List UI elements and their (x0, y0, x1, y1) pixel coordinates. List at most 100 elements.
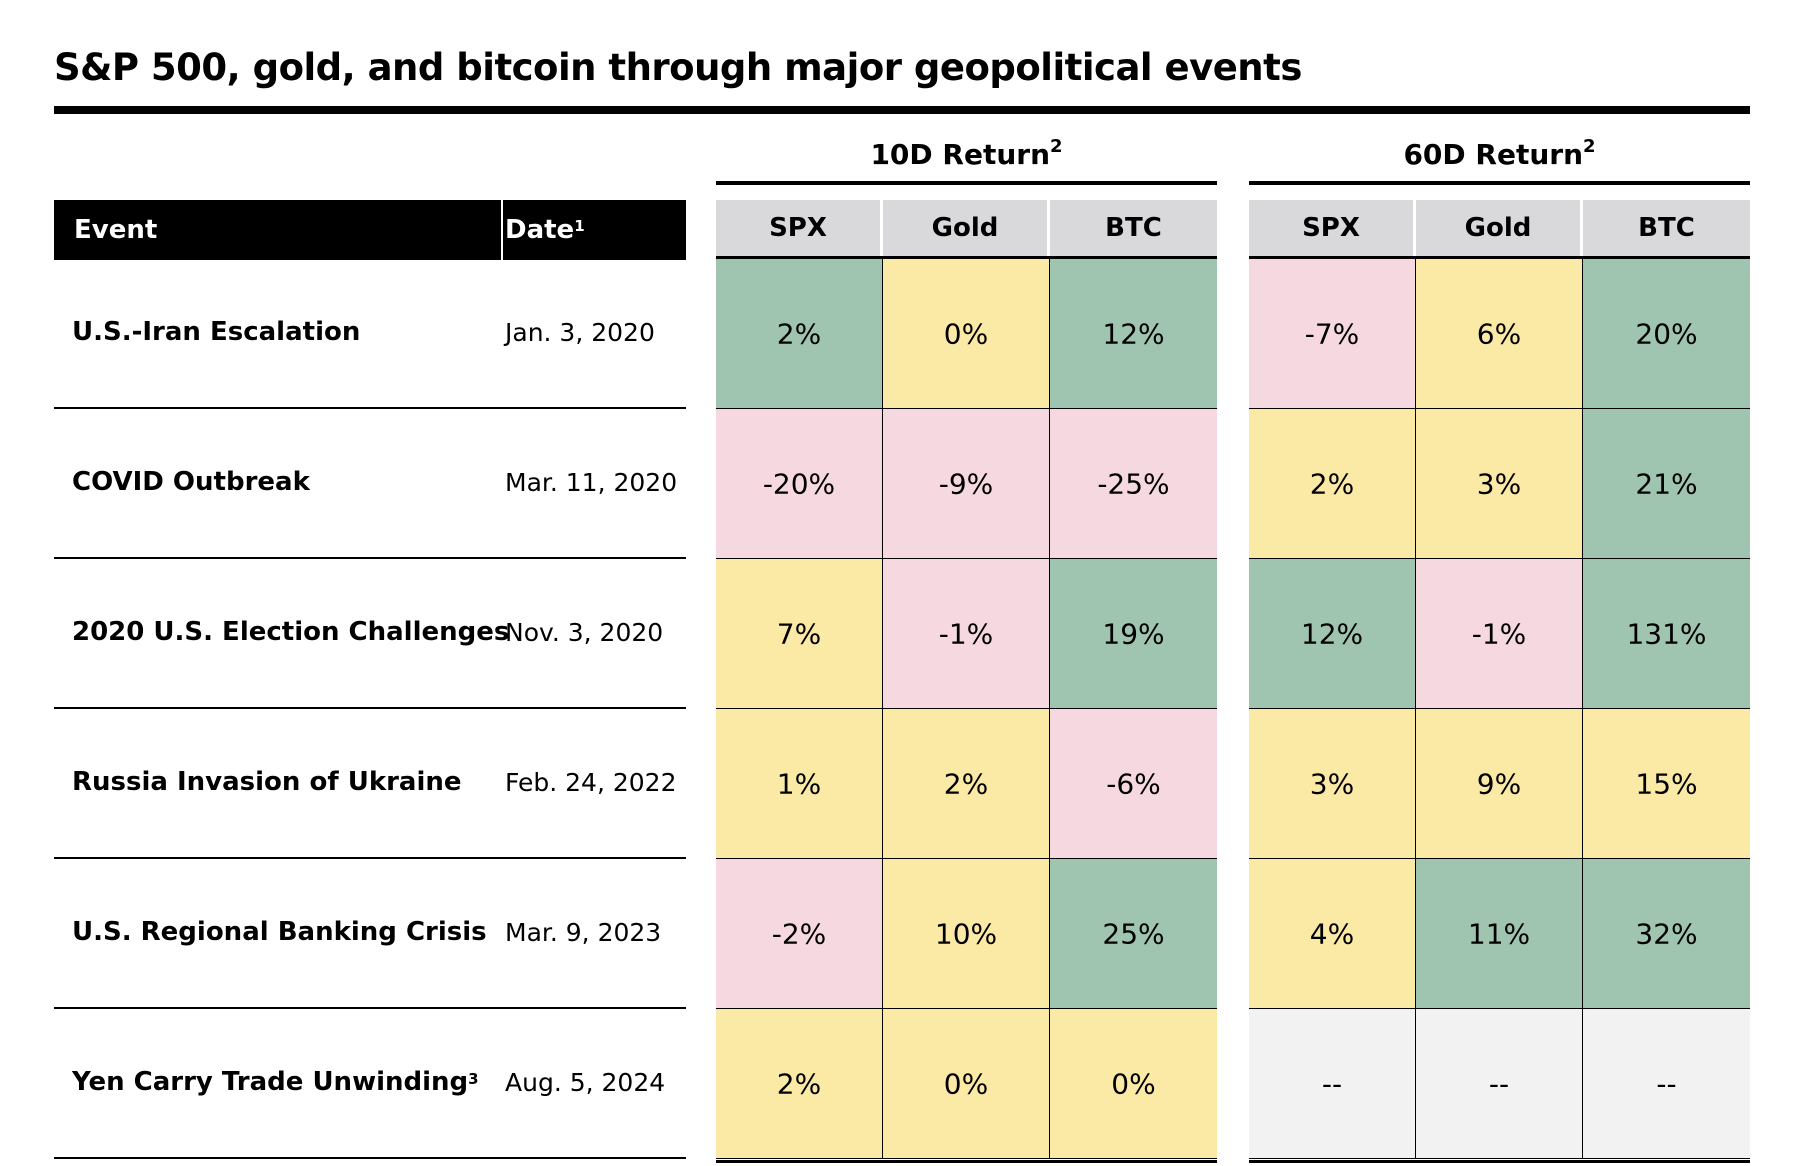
title-rule (54, 106, 1750, 114)
value-label: 12% (1102, 317, 1165, 350)
value-label: -20% (762, 467, 836, 500)
column-header-rule (1249, 256, 1750, 259)
value-label: 11% (1467, 917, 1531, 950)
column-header-gold: Gold (1416, 200, 1583, 256)
group-title-footnote: 2 (1050, 136, 1063, 157)
event-date: Jan. 3, 2020 (505, 318, 655, 347)
value-label: 6% (1476, 317, 1522, 350)
value-label: -6% (1106, 767, 1161, 800)
event-name-text: U.S.-Iran Escalation (72, 317, 361, 347)
event-name-text: COVID Outbreak (72, 467, 310, 497)
event-date: Feb. 24, 2022 (505, 768, 677, 797)
date-column-header: Date1 (505, 200, 585, 260)
value-label: 20% (1635, 317, 1698, 350)
value-cell: -9% (883, 409, 1050, 559)
value-label: 0% (943, 1067, 989, 1100)
event-name-text: 2020 U.S. Election Challenges (72, 617, 510, 647)
value-label: -- (1488, 1067, 1510, 1100)
value-label: -7% (1304, 317, 1360, 350)
value-label: 0% (1111, 1067, 1156, 1100)
group-title-10d: 10D Return2 (716, 136, 1217, 178)
value-cell: -6% (1050, 709, 1217, 859)
value-label: 2% (943, 767, 989, 800)
row-divider (54, 557, 686, 559)
value-label: -25% (1097, 467, 1170, 500)
event-footnote: 3 (468, 1070, 479, 1088)
group-title-label: 60D Return (1403, 138, 1584, 171)
value-cell: 2% (716, 1009, 883, 1159)
row-divider (54, 407, 686, 409)
event-date: Aug. 5, 2024 (505, 1068, 666, 1097)
value-label: -2% (771, 917, 827, 950)
value-cell: 25% (1050, 859, 1217, 1009)
value-label: 12% (1300, 617, 1364, 650)
event-name: 2020 U.S. Election Challenges (72, 617, 509, 647)
value-label: 2% (776, 1067, 822, 1100)
event-date: Mar. 9, 2023 (505, 918, 662, 947)
value-cell: 20% (1583, 259, 1750, 409)
value-cell: -- (1249, 1009, 1416, 1159)
group-title-60d: 60D Return2 (1249, 136, 1750, 178)
date-header-label: Date (505, 215, 575, 245)
value-label: 0% (943, 317, 989, 350)
group-title-footnote: 2 (1583, 136, 1596, 157)
group-bottom-rule (1249, 1160, 1750, 1163)
value-cell: 12% (1050, 259, 1217, 409)
value-cell: 32% (1583, 859, 1750, 1009)
value-label: 2% (1309, 467, 1355, 500)
value-cell: 3% (1416, 409, 1583, 559)
value-cell: 12% (1249, 559, 1416, 709)
row-divider (54, 857, 686, 859)
value-label: 9% (1476, 767, 1522, 800)
event-date: Mar. 11, 2020 (505, 468, 678, 497)
value-cell: 1% (716, 709, 883, 859)
value-cell: 2% (883, 709, 1050, 859)
value-cell: -- (1416, 1009, 1583, 1159)
value-cell: 10% (883, 859, 1050, 1009)
chart-title: S&P 500, gold, and bitcoin through major… (54, 46, 1302, 89)
left-header-separator (501, 200, 503, 260)
value-cell: 0% (1050, 1009, 1217, 1159)
value-cell: -1% (883, 559, 1050, 709)
row-divider (54, 707, 686, 709)
event-name: U.S. Regional Banking Crisis (72, 917, 487, 947)
event-header-label: Event (74, 215, 158, 245)
value-cell: 2% (716, 259, 883, 409)
value-cell: -7% (1249, 259, 1416, 409)
column-header-btc: BTC (1050, 200, 1217, 256)
event-date: Nov. 3, 2020 (505, 618, 664, 647)
value-cell: 11% (1416, 859, 1583, 1009)
value-label: 7% (776, 617, 822, 650)
column-header-rule (716, 256, 1217, 259)
value-cell: 131% (1583, 559, 1750, 709)
value-cell: 21% (1583, 409, 1750, 559)
event-name: U.S.-Iran Escalation (72, 317, 360, 347)
event-name: Yen Carry Trade Unwinding3 (72, 1067, 479, 1097)
value-label: 1% (776, 767, 822, 800)
date-footnote: 1 (574, 217, 585, 235)
value-cell: -1% (1416, 559, 1583, 709)
value-label: 3% (1309, 767, 1355, 800)
value-cell: 6% (1416, 259, 1583, 409)
value-label: 15% (1635, 767, 1698, 800)
value-cell: -- (1583, 1009, 1750, 1159)
value-label: 3% (1476, 467, 1522, 500)
event-name-text: U.S. Regional Banking Crisis (72, 917, 487, 947)
event-name: COVID Outbreak (72, 467, 310, 497)
value-label: -9% (938, 467, 994, 500)
column-header-btc: BTC (1583, 200, 1750, 256)
column-header-spx: SPX (716, 200, 883, 256)
value-cell: 19% (1050, 559, 1217, 709)
value-cell: -2% (716, 859, 883, 1009)
group-rule (716, 181, 1217, 185)
value-cell: 2% (1249, 409, 1416, 559)
group-rule (1249, 181, 1750, 185)
value-label: 10% (934, 917, 998, 950)
value-label: 4% (1309, 917, 1355, 950)
value-cell: 7% (716, 559, 883, 709)
column-header-spx: SPX (1249, 200, 1416, 256)
value-cell: -20% (716, 409, 883, 559)
value-label: 2% (776, 317, 822, 350)
value-cell: 4% (1249, 859, 1416, 1009)
row-divider (54, 1007, 686, 1009)
